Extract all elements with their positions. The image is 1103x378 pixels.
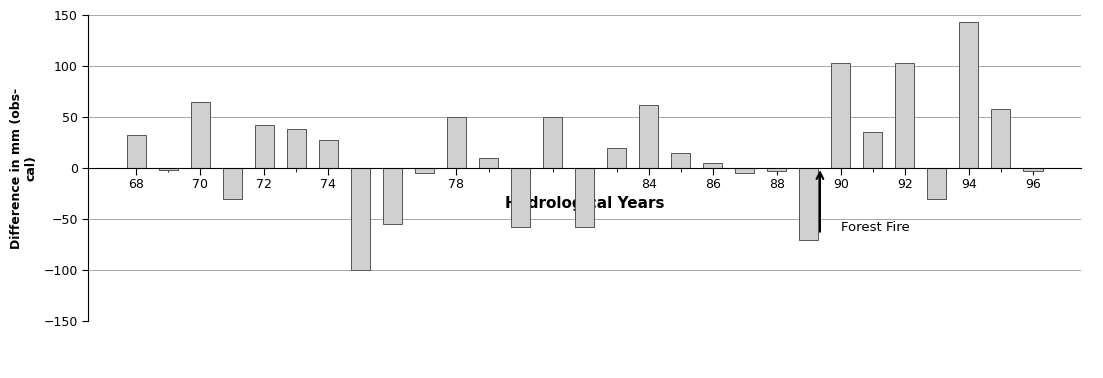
Bar (479, 158, 499, 168)
Bar (223, 168, 242, 199)
Bar (607, 148, 627, 168)
Bar (832, 63, 850, 168)
Bar (351, 168, 370, 270)
Bar (864, 132, 882, 168)
Bar (1024, 168, 1042, 171)
Bar (319, 139, 338, 168)
Bar (191, 102, 210, 168)
Y-axis label: Difference in mm (obs-
cal): Difference in mm (obs- cal) (10, 88, 38, 249)
Bar (735, 168, 754, 173)
Bar (127, 135, 146, 168)
Bar (928, 168, 946, 199)
Bar (255, 125, 274, 168)
Bar (896, 63, 914, 168)
Bar (639, 105, 658, 168)
Bar (960, 22, 978, 168)
Bar (287, 129, 306, 168)
Bar (800, 168, 818, 240)
Bar (415, 168, 435, 173)
Bar (992, 109, 1010, 168)
Bar (671, 153, 690, 168)
Bar (159, 168, 178, 170)
Bar (703, 163, 722, 168)
Bar (575, 168, 595, 228)
Bar (447, 117, 467, 168)
Bar (543, 117, 563, 168)
Bar (383, 168, 403, 224)
X-axis label: Hydrological Years: Hydrological Years (505, 197, 664, 211)
Bar (511, 168, 531, 228)
Bar (767, 168, 786, 171)
Text: Forest Fire: Forest Fire (840, 221, 910, 234)
